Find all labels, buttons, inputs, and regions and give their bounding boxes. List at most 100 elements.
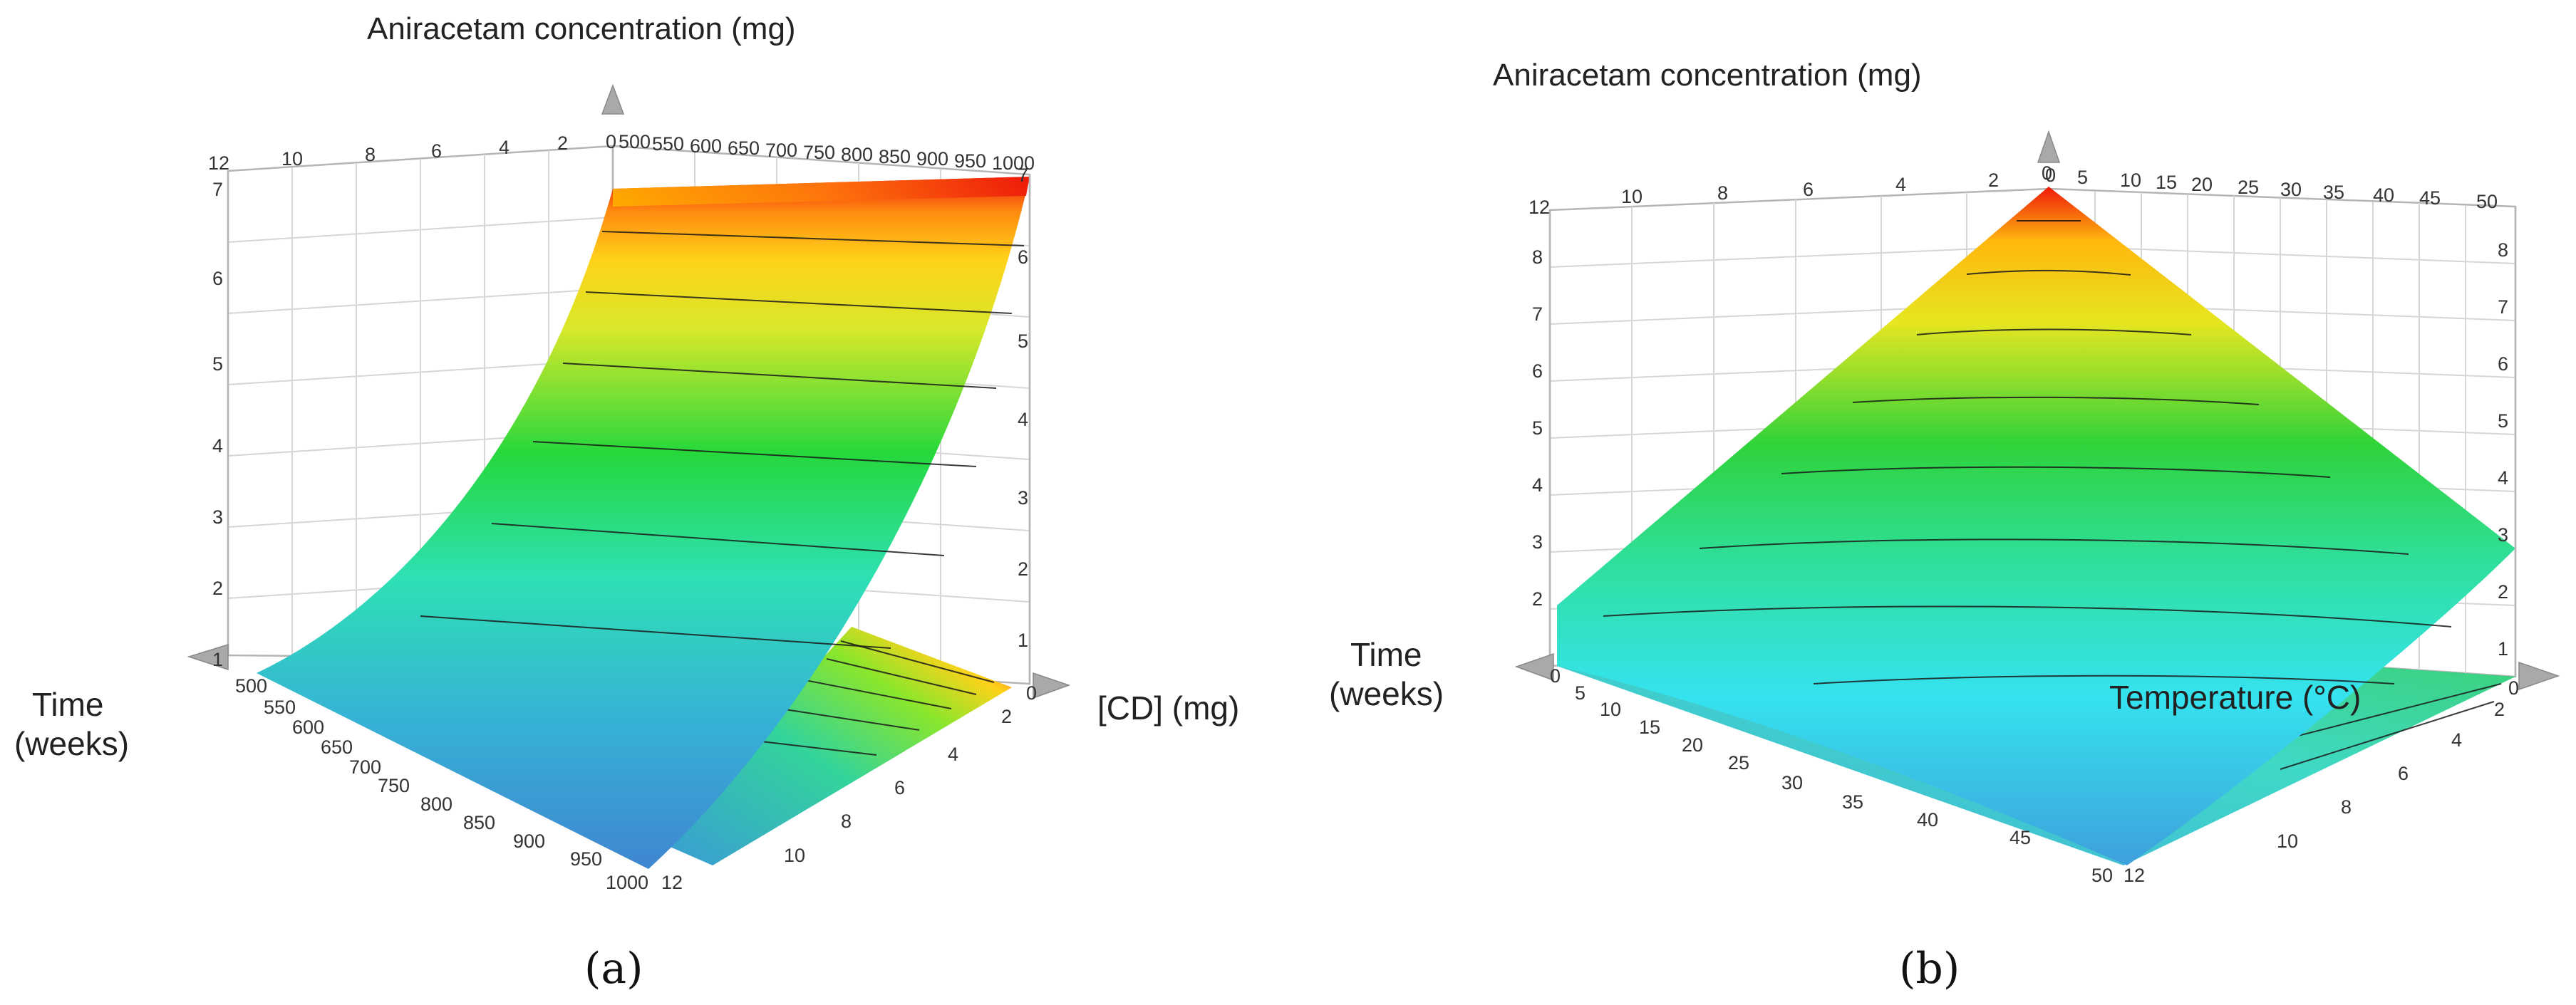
svg-text:5: 5 (1575, 682, 1586, 704)
svg-text:8: 8 (1717, 182, 1728, 204)
svg-text:600: 600 (690, 135, 722, 157)
svg-text:6: 6 (1532, 360, 1543, 382)
svg-text:12: 12 (661, 872, 683, 893)
temp-axis-cone-b (2518, 661, 2560, 691)
svg-text:650: 650 (321, 736, 353, 758)
svg-text:45: 45 (2009, 827, 2031, 848)
svg-text:8: 8 (365, 144, 376, 165)
svg-text:0: 0 (1026, 682, 1037, 704)
svg-text:2: 2 (212, 578, 223, 599)
svg-text:850: 850 (879, 146, 911, 167)
svg-text:12: 12 (2124, 865, 2145, 886)
floor-contours-a (755, 640, 995, 756)
svg-text:10: 10 (784, 845, 805, 866)
svg-text:900: 900 (513, 830, 545, 852)
svg-text:1: 1 (2498, 638, 2508, 660)
surface-top-band-a (613, 177, 1030, 207)
floor-surface-a (656, 627, 1012, 865)
svg-text:800: 800 (841, 144, 873, 165)
svg-text:4: 4 (1018, 409, 1028, 430)
panel-a: Aniracetam concentration (mg) (14, 11, 1239, 994)
cd-axis-title-a: [CD] (mg) (1097, 689, 1239, 727)
svg-text:6: 6 (1803, 179, 1814, 200)
svg-text:4: 4 (2498, 467, 2508, 489)
conc-ticks-left-b: 2 3 4 5 6 7 8 (1532, 246, 1543, 610)
svg-text:1: 1 (212, 649, 223, 670)
time-axis-title-a-line2: (weeks) (14, 725, 129, 762)
svg-text:2: 2 (1018, 558, 1028, 580)
svg-text:10: 10 (1600, 699, 1621, 720)
svg-text:20: 20 (1682, 734, 1703, 756)
svg-text:7: 7 (1532, 303, 1543, 325)
svg-text:3: 3 (212, 506, 223, 528)
svg-text:2: 2 (1532, 588, 1543, 610)
svg-text:950: 950 (570, 848, 602, 870)
svg-text:45: 45 (2419, 187, 2441, 209)
time-ticks-front-a: 0 2 4 6 8 10 12 (661, 682, 1037, 893)
conc-ticks-left-a: 1 2 3 4 5 6 7 (212, 179, 223, 670)
cd-ticks-front-a: 500 550 600 650 700 750 800 850 900 950 … (235, 675, 648, 893)
time-axis-title-a-line1: Time (32, 686, 104, 723)
svg-text:500: 500 (235, 675, 267, 697)
svg-text:550: 550 (652, 133, 684, 155)
svg-text:8: 8 (841, 811, 852, 832)
svg-text:15: 15 (2156, 172, 2177, 193)
time-axis-title-b-line2: (weeks) (1329, 675, 1444, 712)
svg-text:550: 550 (264, 697, 296, 718)
svg-text:950: 950 (954, 150, 986, 172)
svg-text:6: 6 (212, 268, 223, 289)
svg-text:5: 5 (2077, 167, 2088, 188)
response-surface-a (257, 177, 1030, 869)
svg-text:4: 4 (1895, 174, 1906, 195)
svg-text:35: 35 (1842, 791, 1863, 813)
svg-text:10: 10 (1621, 186, 1643, 207)
svg-text:50: 50 (2476, 191, 2498, 212)
svg-text:5: 5 (1532, 417, 1543, 439)
response-surface-b (1557, 187, 2515, 865)
svg-text:3: 3 (1532, 531, 1543, 553)
svg-text:750: 750 (378, 775, 410, 796)
svg-text:35: 35 (2323, 182, 2344, 203)
svg-text:12: 12 (208, 152, 229, 174)
svg-text:1: 1 (1018, 630, 1028, 651)
svg-text:600: 600 (292, 717, 324, 738)
temp-ticks-front-b: 0 5 10 15 20 25 30 35 40 45 50 (1550, 665, 2113, 886)
conc-ticks-right-b: 1 2 3 4 5 6 7 8 (2498, 239, 2508, 660)
svg-text:2: 2 (2494, 699, 2505, 720)
time-ticks-back-b: 12 10 8 6 4 2 0 (1528, 162, 2052, 218)
svg-text:8: 8 (2341, 796, 2352, 818)
svg-text:0: 0 (1550, 665, 1561, 687)
temp-ticks-back-b: 0 5 10 15 20 25 30 35 40 45 50 (2045, 165, 2498, 212)
svg-text:2: 2 (2498, 581, 2508, 603)
cd-ticks-back-a: 500 550 600 650 700 750 800 850 900 950 … (619, 131, 1035, 174)
svg-text:6: 6 (2498, 353, 2508, 375)
svg-text:4: 4 (212, 435, 223, 457)
svg-text:7: 7 (2498, 296, 2508, 318)
svg-text:30: 30 (2280, 179, 2302, 200)
svg-text:2: 2 (1988, 170, 1999, 191)
svg-text:3: 3 (1018, 487, 1028, 509)
surface-contours-a (420, 231, 1025, 649)
z-axis-cone-b (2037, 130, 2061, 163)
svg-text:6: 6 (894, 777, 905, 798)
svg-text:0: 0 (2042, 162, 2052, 184)
svg-text:3: 3 (2498, 524, 2508, 546)
time-axis-cone-b (1514, 652, 1554, 682)
svg-text:500: 500 (619, 131, 651, 152)
svg-text:8: 8 (1532, 246, 1543, 268)
svg-text:850: 850 (463, 812, 495, 833)
surface-contours-b (1603, 220, 2452, 684)
svg-text:1000: 1000 (606, 872, 648, 893)
svg-text:6: 6 (2398, 763, 2409, 784)
svg-text:6: 6 (431, 140, 442, 162)
svg-text:40: 40 (1917, 809, 1938, 830)
time-ticks-back-a: 12 10 8 6 4 2 0 (208, 131, 616, 174)
svg-text:0: 0 (606, 131, 616, 152)
svg-text:5: 5 (1018, 330, 1028, 352)
svg-text:2: 2 (557, 132, 568, 154)
svg-text:15: 15 (1639, 717, 1660, 738)
svg-text:8: 8 (2498, 239, 2508, 261)
z-axis-title-a: Aniracetam concentration (mg) (367, 11, 796, 46)
z-axis-title-b: Aniracetam concentration (mg) (1493, 58, 1922, 93)
